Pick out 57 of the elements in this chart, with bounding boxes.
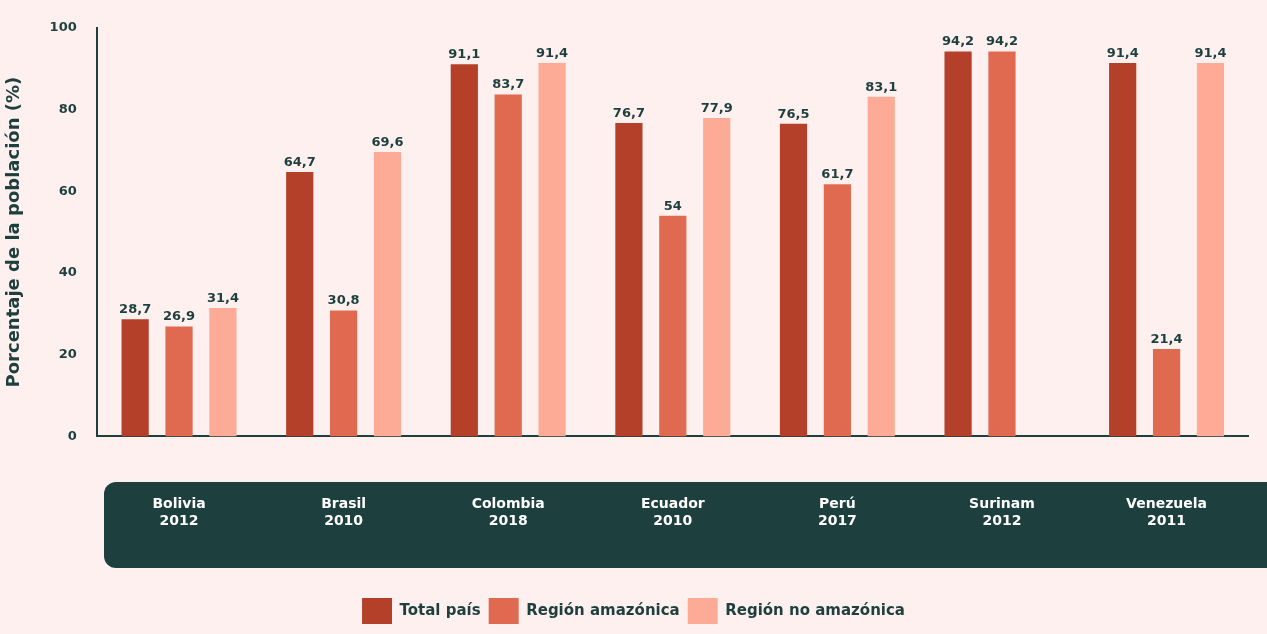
data-label: 28,7 <box>119 301 152 317</box>
data-label: 94,2 <box>942 33 975 49</box>
bar <box>538 62 566 437</box>
data-label: 91,1 <box>448 46 481 62</box>
bar <box>373 152 402 437</box>
bar <box>615 123 643 437</box>
data-label: 69,6 <box>371 133 404 149</box>
y-tick-label: 80 <box>58 100 77 116</box>
bar <box>1152 348 1181 437</box>
x-tick-label: Bolivia 2012 <box>152 495 206 529</box>
bar <box>450 64 478 437</box>
data-label: 54 <box>663 197 682 213</box>
data-label: 30,8 <box>327 292 360 308</box>
data-label: 83,1 <box>865 78 898 94</box>
data-label: 77,9 <box>700 99 733 115</box>
y-axis-title: Porcentaje de la población (%) <box>2 76 24 388</box>
bar <box>121 319 149 437</box>
legend-label: Total país <box>399 600 481 619</box>
data-label: 26,9 <box>162 308 196 324</box>
bar <box>165 326 193 437</box>
data-label: 61,7 <box>821 166 854 182</box>
bar <box>659 215 687 437</box>
bar <box>823 184 851 437</box>
data-label: 83,7 <box>492 76 525 92</box>
legend-label: Región no amazónica <box>725 600 905 619</box>
data-label: 91,4 <box>1194 44 1227 60</box>
bar <box>1196 62 1225 437</box>
bar <box>1109 62 1137 437</box>
data-label: 91,4 <box>536 44 569 60</box>
data-label: 64,7 <box>283 153 316 169</box>
y-tick-label: 40 <box>58 264 77 280</box>
y-tick-label: 20 <box>58 346 77 362</box>
data-label: 31,4 <box>206 289 239 305</box>
bar <box>779 123 808 437</box>
x-tick-label: Surinam 2012 <box>969 495 1035 529</box>
y-tick-label: 0 <box>67 427 77 443</box>
bar <box>703 118 731 437</box>
x-tick-label: Brasil 2010 <box>321 495 367 529</box>
x-tick-label: Perú 2017 <box>817 495 857 529</box>
bar <box>944 51 972 437</box>
x-tick-label: Ecuador 2010 <box>640 495 705 529</box>
data-label: 76,5 <box>777 105 810 121</box>
x-tick-label: Colombia 2018 <box>471 495 545 529</box>
data-label: 94,2 <box>985 33 1019 49</box>
bar <box>330 310 358 437</box>
data-label: 76,7 <box>612 104 645 120</box>
y-tick-label: 100 <box>49 19 77 35</box>
legend-label: Región amazónica <box>526 600 680 619</box>
data-label: 91,4 <box>1106 44 1139 60</box>
bar <box>286 172 314 437</box>
bar <box>209 308 237 437</box>
y-tick-label: 60 <box>58 182 77 198</box>
bar <box>494 94 522 437</box>
bar <box>867 96 895 437</box>
x-tick-label: Venezuela 2011 <box>1126 495 1207 529</box>
data-label: 21,4 <box>1150 330 1183 346</box>
bar <box>988 51 1016 437</box>
